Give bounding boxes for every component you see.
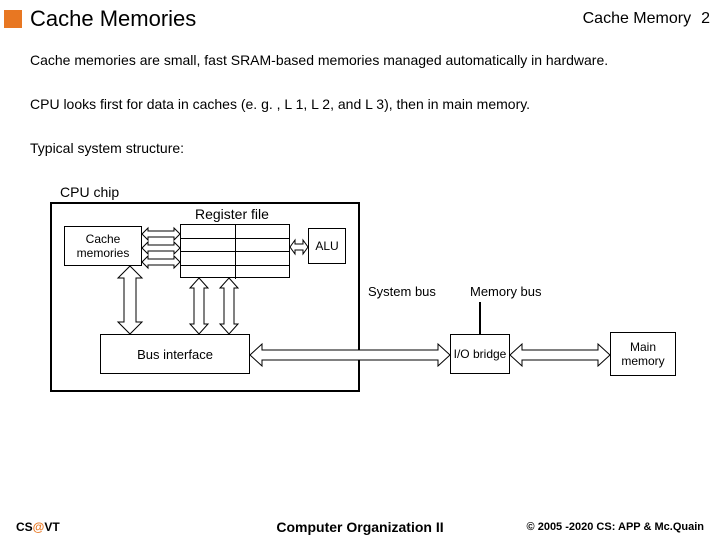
alu-box: ALU — [308, 228, 346, 264]
paragraph-3: Typical system structure: — [30, 140, 690, 156]
main-memory-box: Main memory — [610, 332, 676, 376]
arrow-cache-regfile-icon — [142, 228, 180, 268]
alu-label: ALU — [315, 239, 338, 253]
io-bridge-label: I/O bridge — [454, 347, 507, 361]
memory-bus-label: Memory bus — [470, 284, 542, 299]
footer-vt: VT — [44, 520, 59, 534]
cache-memories-box: Cache memories — [64, 226, 142, 266]
arrow-cache-busif-icon — [118, 266, 142, 334]
cpu-chip-label: CPU chip — [60, 184, 119, 200]
arrow-regfile-busif-icon — [190, 278, 240, 334]
arrow-regfile-alu-icon — [290, 240, 308, 254]
bus-interface-box: Bus interface — [100, 334, 250, 374]
cache-memories-label: Cache memories — [65, 232, 141, 261]
footer-at: @ — [33, 520, 45, 534]
content-area: Cache memories are small, fast SRAM-base… — [0, 36, 720, 156]
bus-interface-label: Bus interface — [137, 347, 213, 362]
paragraph-1: Cache memories are small, fast SRAM-base… — [30, 52, 690, 68]
arrow-busif-iobridge-icon — [250, 344, 450, 366]
page-number: 2 — [701, 10, 710, 28]
register-file-box — [180, 224, 290, 278]
io-bridge-box: I/O bridge — [450, 334, 510, 374]
footer-right: © 2005 -2020 CS: APP & Mc.Quain — [527, 521, 704, 533]
footer-center: Computer Organization II — [276, 519, 443, 535]
footer-left: CS@VT — [16, 520, 60, 534]
arrow-iobridge-up-icon — [474, 302, 486, 334]
system-diagram: CPU chip Register file Cache memories AL… — [50, 184, 720, 404]
accent-square-icon — [4, 10, 22, 28]
slide-footer: CS@VT Computer Organization II © 2005 -2… — [0, 520, 720, 534]
arrow-iobridge-mainmem-icon — [510, 344, 610, 366]
register-file-label: Register file — [195, 206, 269, 222]
footer-cs: CS — [16, 520, 33, 534]
paragraph-2: CPU looks first for data in caches (e. g… — [30, 96, 690, 112]
slide-header: Cache Memories Cache Memory 2 — [0, 0, 720, 36]
main-memory-label: Main memory — [611, 340, 675, 369]
page-title: Cache Memories — [30, 6, 583, 32]
system-bus-label: System bus — [368, 284, 436, 299]
section-title: Cache Memory — [583, 10, 691, 28]
